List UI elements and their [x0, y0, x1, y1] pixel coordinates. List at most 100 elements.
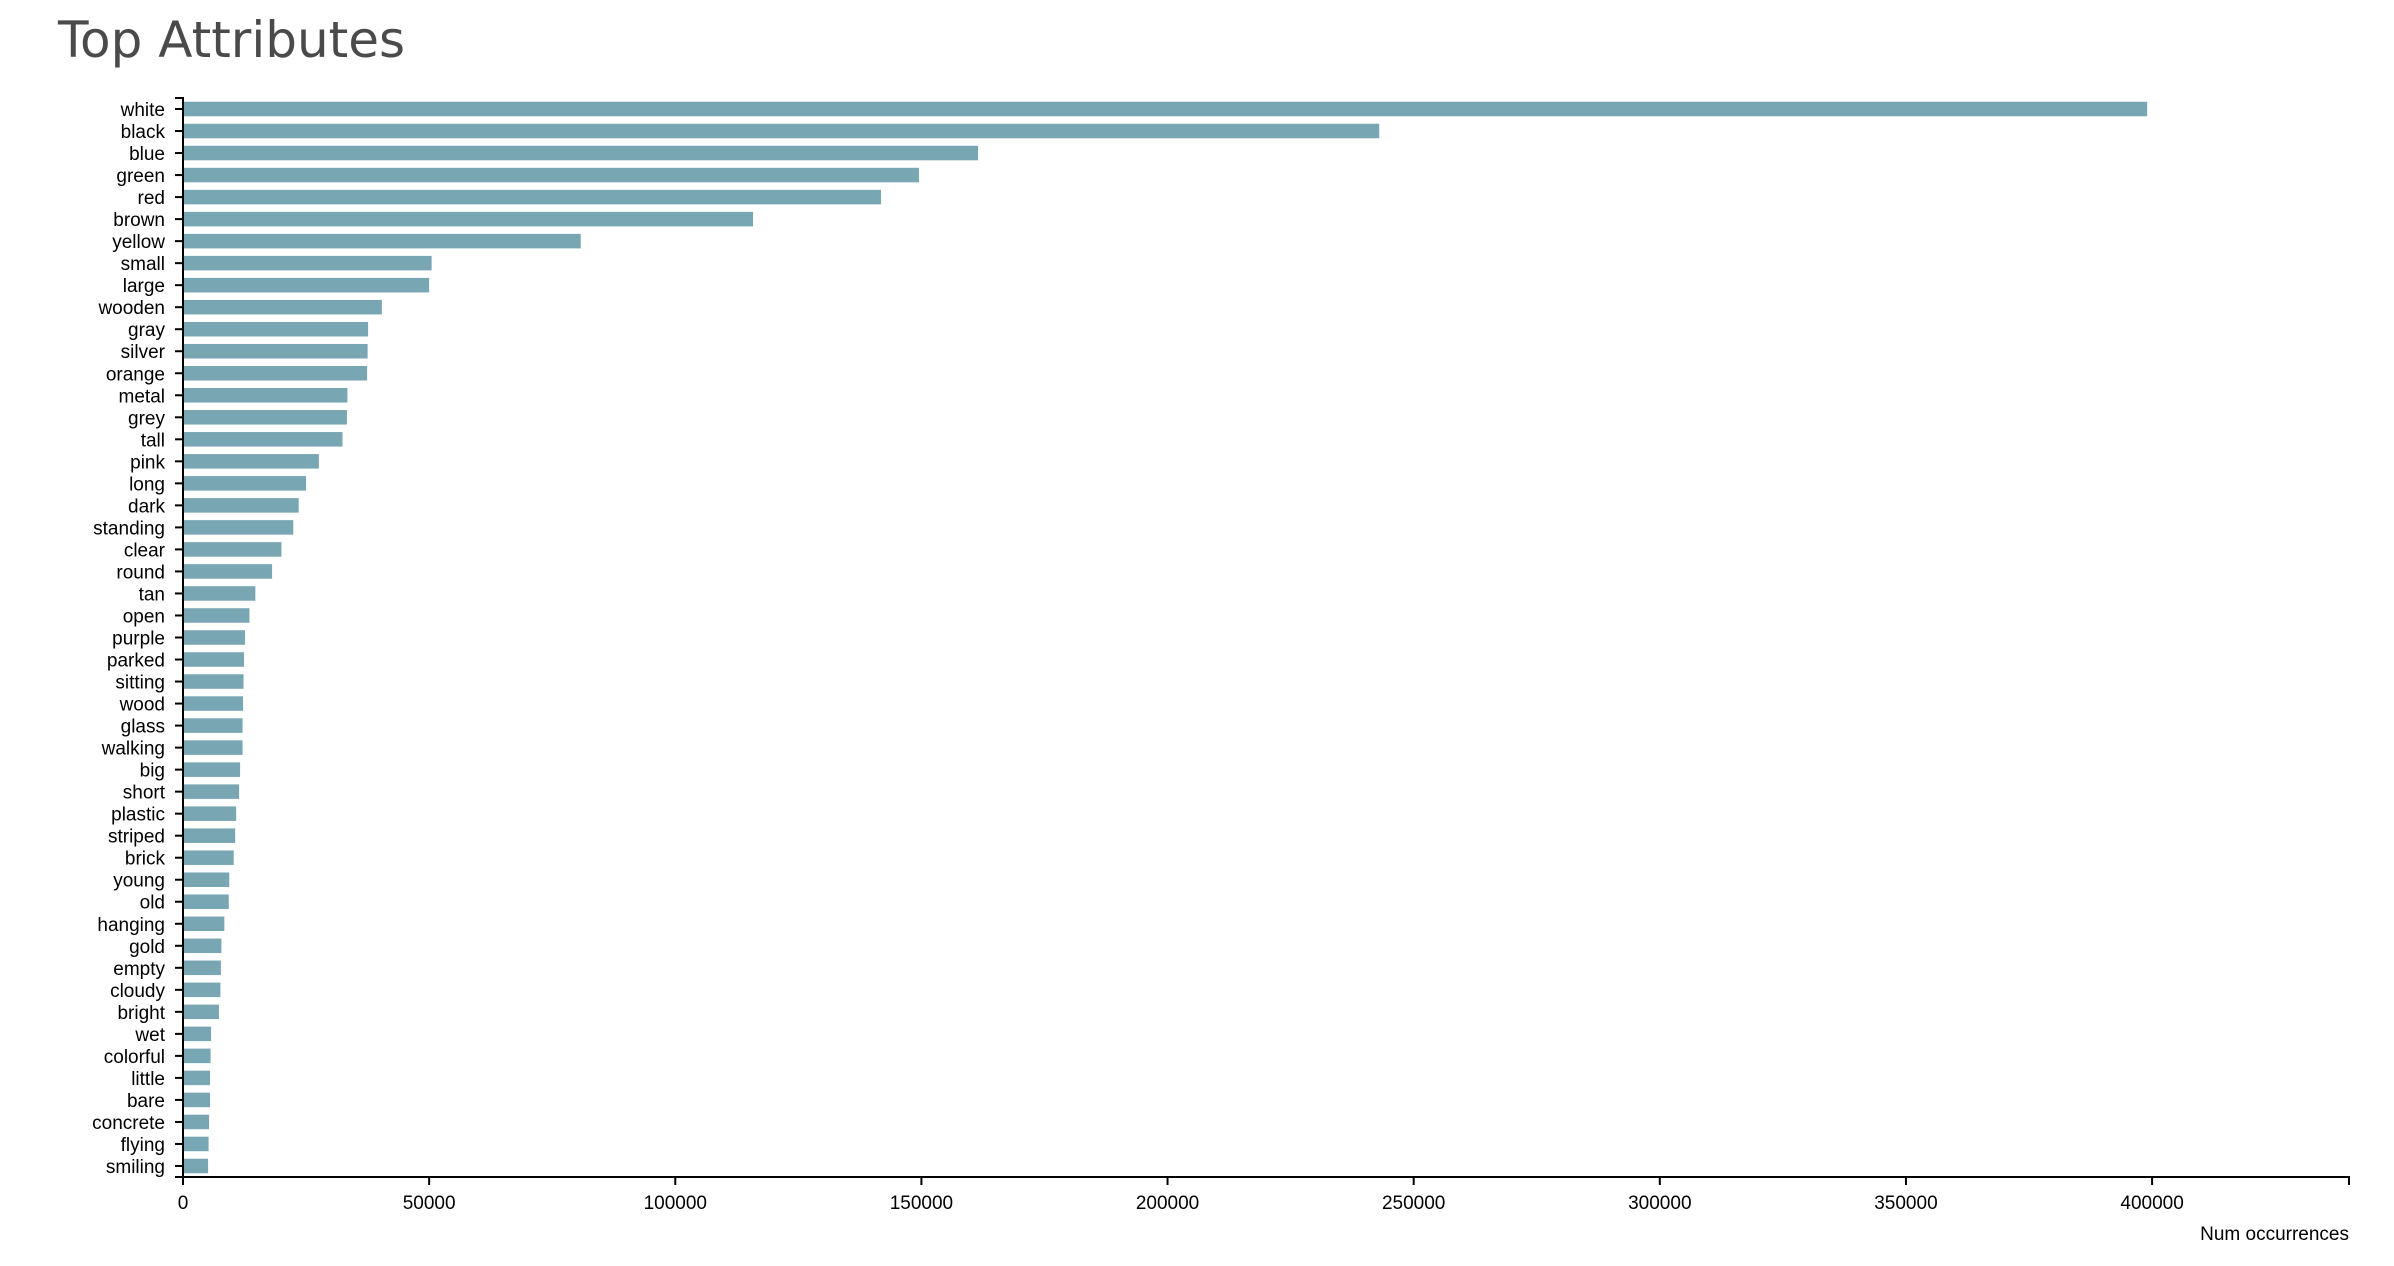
- y-tick-label-dark: dark: [128, 496, 165, 517]
- y-tick-label-black: black: [121, 122, 166, 143]
- bar-wet: [183, 1026, 212, 1042]
- bar-purple: [183, 630, 246, 645]
- y-tick-label-yellow: yellow: [112, 232, 165, 253]
- bar-open: [183, 608, 250, 623]
- y-tick-label-sitting: sitting: [115, 673, 165, 694]
- x-tick-label-100000: 100000: [644, 1193, 707, 1214]
- bar-striped: [183, 828, 236, 843]
- y-tick-label-white: white: [120, 100, 165, 121]
- x-tick-label-350000: 350000: [1874, 1193, 1937, 1214]
- y-tick-label-wooden: wooden: [97, 298, 165, 319]
- x-tick-label-0: 0: [178, 1193, 189, 1214]
- y-tick-label-gray: gray: [128, 320, 165, 341]
- bars-group: [183, 101, 2148, 1174]
- y-tick-label-bright: bright: [117, 1003, 165, 1024]
- bar-small: [183, 255, 432, 271]
- y-axis-line: [175, 97, 184, 1178]
- bar-bright: [183, 1004, 219, 1020]
- bar-brick: [183, 850, 234, 865]
- bar-black: [183, 123, 1380, 139]
- x-axis: 0 50000 100000 150000 200000 250000 300000 3500…: [178, 1176, 2350, 1214]
- y-tick-label-wood: wood: [119, 695, 165, 716]
- y-tick-label-short: short: [123, 783, 166, 804]
- y-tick-label-young: young: [113, 871, 165, 892]
- y-tick-label-colorful: colorful: [104, 1047, 165, 1068]
- bar-pink: [183, 454, 319, 469]
- bar-big: [183, 762, 241, 777]
- y-tick-label-wet: wet: [134, 1025, 165, 1046]
- bar-sitting: [183, 674, 244, 689]
- y-tick-label-tan: tan: [139, 584, 165, 605]
- x-axis-line: [182, 1176, 2350, 1185]
- y-tick-label-striped: striped: [108, 827, 165, 848]
- y-tick-label-brick: brick: [125, 849, 166, 870]
- y-tick-label-long: long: [129, 474, 165, 495]
- bar-gray: [183, 321, 369, 337]
- bar-tall: [183, 432, 343, 447]
- bar-brown: [183, 211, 754, 227]
- y-tick-label-purple: purple: [112, 629, 165, 650]
- bar-blue: [183, 145, 979, 161]
- x-axis-label: Num occurrences: [2200, 1224, 2349, 1245]
- bar-parked: [183, 652, 245, 667]
- bar-hanging: [183, 916, 225, 932]
- bar-short: [183, 784, 240, 799]
- y-tick-label-smiling: smiling: [106, 1157, 165, 1178]
- y-tick-label-walking: walking: [101, 739, 165, 760]
- x-tick-label-300000: 300000: [1628, 1193, 1691, 1214]
- bar-dark: [183, 498, 299, 513]
- bar-orange: [183, 365, 368, 381]
- bar-concrete: [183, 1114, 210, 1130]
- bar-tan: [183, 586, 256, 601]
- bar-large: [183, 277, 430, 293]
- bar-red: [183, 189, 882, 205]
- bar-metal: [183, 388, 348, 403]
- y-tick-label-big: big: [140, 761, 165, 782]
- bar-glass: [183, 718, 243, 733]
- bar-standing: [183, 520, 294, 535]
- y-tick-label-blue: blue: [129, 144, 165, 165]
- y-tick-label-cloudy: cloudy: [110, 981, 165, 1002]
- y-tick-label-empty: empty: [113, 959, 165, 980]
- y-tick-label-metal: metal: [119, 386, 165, 407]
- y-tick-label-red: red: [138, 188, 165, 209]
- bar-clear: [183, 542, 282, 557]
- bar-silver: [183, 343, 368, 359]
- y-tick-label-plastic: plastic: [111, 805, 165, 826]
- y-tick-label-small: small: [121, 254, 165, 275]
- y-tick-label-little: little: [131, 1069, 165, 1090]
- bar-old: [183, 894, 229, 910]
- y-tick-label-silver: silver: [121, 342, 166, 363]
- y-axis: whiteblackbluegreenredbrownyellowsmallla…: [92, 97, 184, 1178]
- y-tick-label-orange: orange: [106, 364, 165, 385]
- y-tick-label-standing: standing: [93, 518, 165, 539]
- x-tick-label-150000: 150000: [890, 1193, 953, 1214]
- bar-long: [183, 476, 307, 491]
- bar-walking: [183, 740, 243, 755]
- y-tick-label-hanging: hanging: [97, 915, 165, 936]
- y-tick-label-gold: gold: [129, 937, 165, 958]
- bar-gold: [183, 938, 222, 954]
- bar-little: [183, 1070, 211, 1086]
- bar-green: [183, 167, 919, 183]
- page-title: Top Attributes: [58, 11, 406, 69]
- y-tick-label-glass: glass: [121, 717, 165, 738]
- y-tick-label-large: large: [123, 276, 165, 297]
- x-tick-label-200000: 200000: [1136, 1193, 1199, 1214]
- y-tick-label-brown: brown: [113, 210, 165, 231]
- bar-wood: [183, 696, 244, 711]
- y-tick-label-clear: clear: [124, 540, 166, 561]
- bar-white: [183, 101, 2148, 117]
- bar-flying: [183, 1136, 209, 1152]
- y-tick-label-pink: pink: [130, 452, 165, 473]
- y-tick-label-green: green: [116, 166, 165, 187]
- y-tick-label-open: open: [123, 606, 165, 627]
- bar-empty: [183, 960, 221, 976]
- y-tick-label-grey: grey: [128, 408, 165, 429]
- bar-bare: [183, 1092, 211, 1108]
- x-tick-label-250000: 250000: [1382, 1193, 1445, 1214]
- y-tick-label-parked: parked: [107, 651, 165, 672]
- y-tick-label-concrete: concrete: [92, 1113, 165, 1134]
- bar-colorful: [183, 1048, 211, 1064]
- x-tick-label-400000: 400000: [2120, 1193, 2183, 1214]
